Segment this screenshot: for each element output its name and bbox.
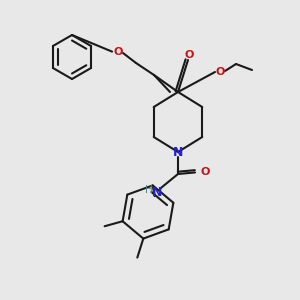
Text: N: N — [152, 185, 162, 199]
Text: O: O — [113, 47, 123, 57]
Text: O: O — [200, 167, 210, 177]
Text: N: N — [173, 146, 183, 158]
Text: O: O — [215, 67, 225, 77]
Text: O: O — [184, 50, 194, 60]
Text: H: H — [145, 185, 153, 195]
